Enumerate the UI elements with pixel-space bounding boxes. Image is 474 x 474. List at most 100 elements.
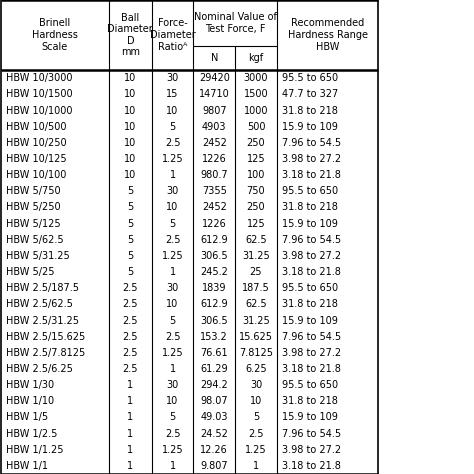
- Text: 5: 5: [169, 219, 176, 228]
- Text: 250: 250: [246, 202, 265, 212]
- Text: HBW 10/1000: HBW 10/1000: [6, 106, 72, 116]
- Text: 1: 1: [253, 461, 259, 471]
- Text: 10: 10: [124, 122, 137, 132]
- Text: HBW 2.5/6.25: HBW 2.5/6.25: [6, 364, 73, 374]
- Text: 31.8 to 218: 31.8 to 218: [282, 300, 337, 310]
- Text: 7.96 to 54.5: 7.96 to 54.5: [282, 428, 341, 438]
- Text: 1226: 1226: [202, 154, 227, 164]
- Text: 49.03: 49.03: [201, 412, 228, 422]
- Text: HBW 2.5/15.625: HBW 2.5/15.625: [6, 332, 85, 342]
- Text: 7355: 7355: [202, 186, 227, 196]
- Text: 9807: 9807: [202, 106, 227, 116]
- Text: 5: 5: [169, 316, 176, 326]
- Text: 30: 30: [250, 380, 262, 390]
- Text: 1839: 1839: [202, 283, 227, 293]
- Text: 3.98 to 27.2: 3.98 to 27.2: [282, 251, 341, 261]
- Text: 306.5: 306.5: [201, 316, 228, 326]
- Text: 125: 125: [246, 219, 265, 228]
- Text: HBW 1/5: HBW 1/5: [6, 412, 48, 422]
- Text: 25: 25: [250, 267, 262, 277]
- Text: 3.18 to 21.8: 3.18 to 21.8: [282, 267, 340, 277]
- Text: 5: 5: [127, 219, 134, 228]
- Text: 2.5: 2.5: [165, 428, 180, 438]
- Text: 12.26: 12.26: [201, 445, 228, 455]
- Text: 62.5: 62.5: [245, 235, 267, 245]
- Text: 2452: 2452: [202, 202, 227, 212]
- Text: HBW 10/250: HBW 10/250: [6, 138, 66, 148]
- Text: 31.25: 31.25: [242, 316, 270, 326]
- Text: 187.5: 187.5: [242, 283, 270, 293]
- Text: 5: 5: [169, 412, 176, 422]
- Text: 1: 1: [170, 461, 175, 471]
- Text: 95.5 to 650: 95.5 to 650: [282, 283, 337, 293]
- Text: 15.9 to 109: 15.9 to 109: [282, 122, 337, 132]
- Text: 500: 500: [246, 122, 265, 132]
- Text: 95.5 to 650: 95.5 to 650: [282, 73, 337, 83]
- Text: 1: 1: [128, 412, 133, 422]
- Text: 306.5: 306.5: [201, 251, 228, 261]
- Text: HBW 10/1500: HBW 10/1500: [6, 90, 73, 100]
- Text: 3.98 to 27.2: 3.98 to 27.2: [282, 154, 341, 164]
- Text: 3.18 to 21.8: 3.18 to 21.8: [282, 170, 340, 180]
- Text: 47.7 to 327: 47.7 to 327: [282, 90, 338, 100]
- Text: 2.5: 2.5: [165, 138, 180, 148]
- Text: 7.96 to 54.5: 7.96 to 54.5: [282, 235, 341, 245]
- Text: 10: 10: [166, 300, 179, 310]
- Text: 31.8 to 218: 31.8 to 218: [282, 202, 337, 212]
- Text: 7.96 to 54.5: 7.96 to 54.5: [282, 138, 341, 148]
- Text: 1.25: 1.25: [162, 445, 183, 455]
- Text: HBW 10/125: HBW 10/125: [6, 154, 66, 164]
- Text: 31.8 to 218: 31.8 to 218: [282, 106, 337, 116]
- Text: 10: 10: [166, 202, 179, 212]
- Text: 245.2: 245.2: [201, 267, 228, 277]
- Text: Brinell
Hardness
Scale: Brinell Hardness Scale: [32, 18, 78, 52]
- Text: HBW 2.5/62.5: HBW 2.5/62.5: [6, 300, 73, 310]
- Text: 15.9 to 109: 15.9 to 109: [282, 316, 337, 326]
- Text: 29420: 29420: [199, 73, 230, 83]
- Text: HBW 5/250: HBW 5/250: [6, 202, 60, 212]
- Text: 3.18 to 21.8: 3.18 to 21.8: [282, 461, 340, 471]
- Text: HBW 1/10: HBW 1/10: [6, 396, 54, 406]
- Text: 10: 10: [166, 396, 179, 406]
- Text: 2.5: 2.5: [165, 332, 180, 342]
- Text: 125: 125: [246, 154, 265, 164]
- Text: HBW 10/3000: HBW 10/3000: [6, 73, 72, 83]
- Text: 31.25: 31.25: [242, 251, 270, 261]
- Text: 1: 1: [128, 396, 133, 406]
- Text: HBW 5/25: HBW 5/25: [6, 267, 54, 277]
- Text: 5: 5: [127, 251, 134, 261]
- Text: 1.25: 1.25: [162, 348, 183, 358]
- Text: HBW 2.5/31.25: HBW 2.5/31.25: [6, 316, 79, 326]
- Text: Nominal Value of
Test Force, F: Nominal Value of Test Force, F: [194, 12, 276, 34]
- Text: 10: 10: [124, 90, 137, 100]
- Text: HBW 5/750: HBW 5/750: [6, 186, 60, 196]
- Text: 10: 10: [124, 73, 137, 83]
- Text: 2.5: 2.5: [123, 283, 138, 293]
- Text: 5: 5: [127, 235, 134, 245]
- Text: 1.25: 1.25: [162, 251, 183, 261]
- Text: 3000: 3000: [244, 73, 268, 83]
- Text: 76.61: 76.61: [201, 348, 228, 358]
- Text: 1.25: 1.25: [245, 445, 267, 455]
- Text: 5: 5: [169, 122, 176, 132]
- Text: 95.5 to 650: 95.5 to 650: [282, 380, 337, 390]
- Text: kgf: kgf: [248, 53, 264, 63]
- Text: 100: 100: [247, 170, 265, 180]
- Text: 1: 1: [128, 428, 133, 438]
- Text: 2.5: 2.5: [123, 300, 138, 310]
- Text: 14710: 14710: [199, 90, 229, 100]
- Text: HBW 5/125: HBW 5/125: [6, 219, 60, 228]
- Text: 2.5: 2.5: [165, 235, 180, 245]
- Text: 10: 10: [250, 396, 262, 406]
- Text: 2452: 2452: [202, 138, 227, 148]
- Text: 30: 30: [166, 73, 179, 83]
- Text: 10: 10: [124, 154, 137, 164]
- Text: 15.9 to 109: 15.9 to 109: [282, 412, 337, 422]
- Text: Force-
Diameter
Ratioᴬ: Force- Diameter Ratioᴬ: [150, 18, 195, 52]
- Text: HBW 10/100: HBW 10/100: [6, 170, 66, 180]
- Text: 612.9: 612.9: [201, 235, 228, 245]
- Text: 15.625: 15.625: [239, 332, 273, 342]
- Text: 9.807: 9.807: [201, 461, 228, 471]
- Text: 1500: 1500: [244, 90, 268, 100]
- Text: HBW 1/1.25: HBW 1/1.25: [6, 445, 63, 455]
